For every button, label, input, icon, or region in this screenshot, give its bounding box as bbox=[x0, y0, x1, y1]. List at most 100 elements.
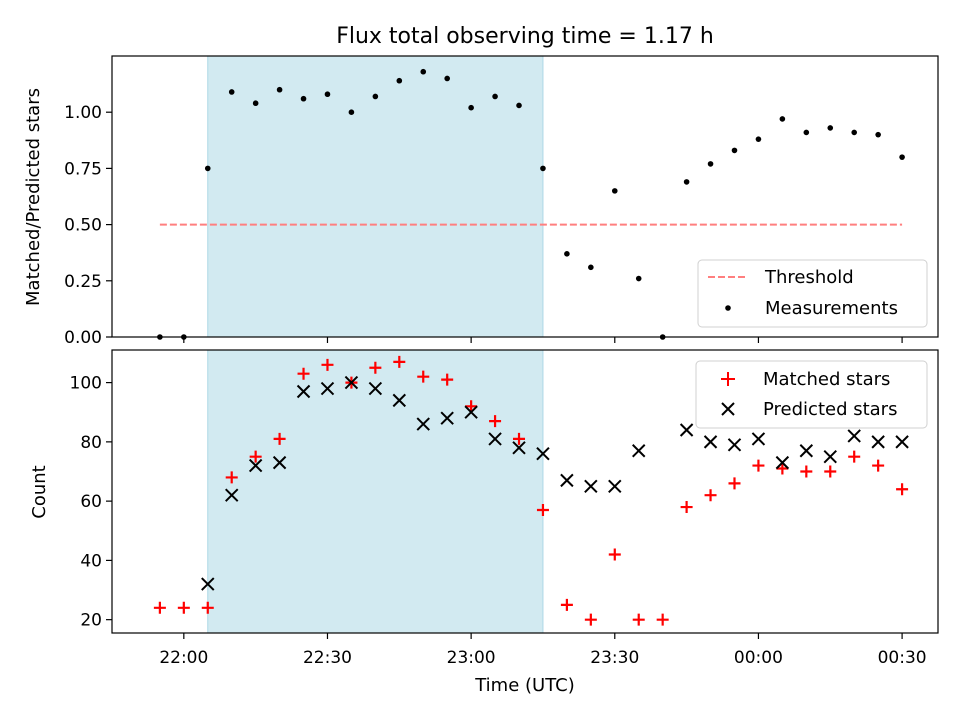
predicted-stars-points bbox=[201, 375, 909, 591]
bottom-x-axis: 22:00 22:30 23:00 23:30 00:00 00:30 bbox=[159, 633, 927, 668]
matched-star-point bbox=[632, 613, 645, 626]
predicted-star-point bbox=[225, 488, 239, 502]
bottom-legend: Matched stars Predicted stars bbox=[695, 360, 928, 429]
matched-star-point bbox=[201, 601, 214, 614]
x-tick-label: 00:00 bbox=[734, 648, 783, 668]
matched-star-point bbox=[776, 462, 789, 475]
predicted-star-point bbox=[560, 473, 574, 488]
matched-star-point bbox=[273, 432, 286, 445]
y-tick-label: 0.50 bbox=[64, 216, 102, 236]
predicted-star-point bbox=[368, 381, 383, 396]
predicted-star-point bbox=[272, 455, 287, 470]
matched-star-point bbox=[536, 504, 549, 517]
measurement-point bbox=[588, 264, 594, 271]
matched-star-point bbox=[225, 471, 238, 484]
measurement-point bbox=[564, 251, 570, 257]
matched-star-point bbox=[441, 373, 454, 386]
predicted-star-point bbox=[320, 381, 335, 396]
matched-star-point bbox=[608, 548, 621, 561]
matched-star-point bbox=[465, 400, 478, 413]
measurement-point bbox=[492, 93, 498, 100]
x-tick-label: 22:30 bbox=[303, 648, 352, 668]
predicted-star-point bbox=[536, 447, 550, 461]
matched-star-point bbox=[321, 358, 334, 371]
predicted-star-point bbox=[416, 417, 430, 431]
matched-star-point bbox=[824, 465, 837, 478]
predicted-star-point bbox=[751, 432, 766, 446]
y-tick-label: 100 bbox=[70, 374, 102, 394]
measurement-point bbox=[875, 131, 881, 138]
bottom-panel-shade bbox=[207, 349, 544, 634]
predicted-star-point bbox=[440, 411, 454, 425]
measurement-point bbox=[755, 136, 762, 142]
y-tick-label: 80 bbox=[80, 433, 102, 453]
predicted-star-point bbox=[344, 375, 359, 390]
predicted-star-point bbox=[847, 429, 861, 443]
measurement-point bbox=[228, 89, 235, 95]
top-y-axis-label: Matched/Predicted stars bbox=[23, 88, 44, 306]
top-panel-shade bbox=[207, 55, 544, 338]
x-tick-label: 00:30 bbox=[878, 648, 927, 668]
x-tick-label: 22:00 bbox=[159, 648, 208, 668]
matched-star-point bbox=[848, 450, 861, 463]
matched-star-point bbox=[177, 601, 190, 614]
predicted-star-point bbox=[679, 423, 694, 437]
predicted-star-point bbox=[799, 444, 814, 458]
measurement-point bbox=[468, 104, 474, 111]
matched-star-point bbox=[249, 450, 262, 463]
predicted-star-point bbox=[608, 479, 622, 494]
predicted-star-point bbox=[703, 435, 718, 449]
y-tick-label: 20 bbox=[80, 611, 102, 631]
measurement-point bbox=[348, 109, 355, 115]
legend-predicted-label: Predicted stars bbox=[763, 399, 897, 420]
matched-star-point bbox=[752, 459, 765, 472]
matched-star-point bbox=[896, 483, 909, 496]
matched-star-point bbox=[728, 477, 741, 490]
y-tick-label: 0.00 bbox=[64, 328, 102, 348]
bottom-y-axis-label: Count bbox=[29, 465, 50, 518]
measurement-point bbox=[899, 154, 905, 160]
predicted-star-point bbox=[775, 455, 790, 470]
measurement-point bbox=[635, 275, 642, 282]
measurement-point bbox=[540, 165, 546, 172]
measurement-point bbox=[851, 129, 858, 136]
top-legend-box bbox=[697, 259, 928, 328]
y-tick-label: 1.00 bbox=[64, 103, 102, 123]
measurement-point bbox=[396, 77, 403, 84]
measurement-point bbox=[516, 102, 522, 109]
measurement-point bbox=[372, 93, 379, 100]
legend-predicted-swatch bbox=[721, 402, 735, 416]
legend-threshold-label: Threshold bbox=[764, 267, 854, 288]
y-tick-label: 60 bbox=[80, 492, 102, 512]
top-legend: Threshold Measurements bbox=[697, 259, 928, 328]
matched-star-point bbox=[800, 465, 813, 478]
measurement-point bbox=[276, 86, 283, 93]
top-panel: 0.00 0.25 0.50 0.75 1.00 Matched/Predicted s… bbox=[23, 55, 939, 348]
matched-stars-points bbox=[153, 355, 909, 626]
x-tick-label: 23:00 bbox=[447, 648, 496, 668]
y-tick-label: 40 bbox=[80, 551, 102, 571]
y-tick-label: 0.75 bbox=[64, 159, 102, 179]
measurement-point bbox=[324, 91, 331, 98]
matched-star-point bbox=[417, 370, 430, 383]
matched-star-point bbox=[297, 367, 310, 380]
matched-star-point bbox=[704, 489, 717, 502]
matched-star-point bbox=[656, 613, 669, 626]
top-y-axis: 0.00 0.25 0.50 0.75 1.00 bbox=[64, 103, 112, 348]
predicted-star-point bbox=[632, 444, 646, 458]
matched-star-point bbox=[680, 501, 693, 514]
bottom-y-axis: 20 40 60 80 100 bbox=[70, 374, 112, 631]
measurement-point bbox=[252, 100, 259, 107]
measurement-point bbox=[444, 75, 450, 82]
measurement-point bbox=[683, 179, 690, 185]
predicted-star-point bbox=[296, 384, 311, 399]
legend-measurements-swatch bbox=[725, 305, 731, 311]
measurement-point bbox=[731, 147, 738, 154]
predicted-star-point bbox=[392, 393, 407, 408]
measurement-point bbox=[827, 125, 834, 131]
chart-title: Flux total observing time = 1.17 h bbox=[336, 24, 714, 49]
matched-star-point bbox=[369, 361, 382, 374]
predicted-star-point bbox=[895, 435, 909, 449]
measurement-point bbox=[420, 68, 427, 75]
